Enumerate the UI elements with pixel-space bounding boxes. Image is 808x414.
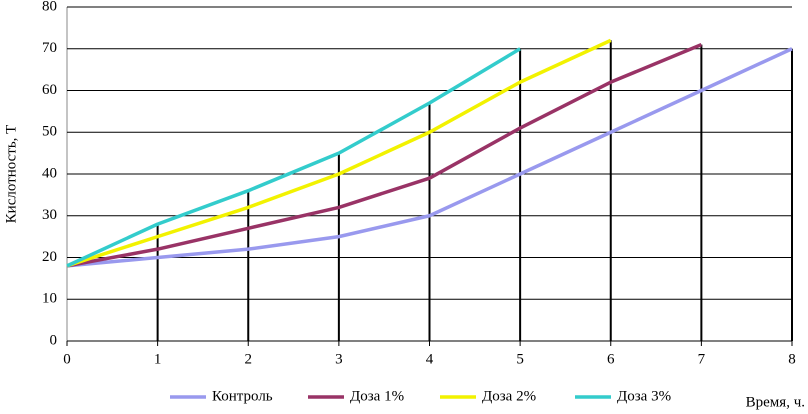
x-tick-label: 1 [154,351,162,367]
y-tick-label: 60 [42,82,57,98]
y-axis-label: Кислотность, Т [3,125,19,224]
x-tick-label: 0 [63,351,71,367]
x-tick-label: 2 [245,351,253,367]
x-tick-label: 7 [698,351,706,367]
y-tick-label: 50 [42,124,57,140]
series-line [66,38,612,268]
x-tick-label: 4 [426,351,434,367]
x-axis-label: Время, ч. [746,394,805,410]
legend-label: Доза 2% [482,388,536,404]
x-tick-label: 8 [788,351,796,367]
y-tick-label: 80 [42,0,57,14]
y-tick-label: 0 [50,332,58,348]
series-line [66,42,703,268]
series-line [66,47,793,268]
y-tick-label: 70 [42,40,57,56]
x-tick-label: 5 [516,351,524,367]
series-line [66,47,522,268]
x-tick-label: 3 [335,351,343,367]
y-tick-label: 40 [42,165,57,181]
legend-label: Контроль [212,388,273,404]
y-tick-label: 10 [42,291,57,307]
y-tick-label: 20 [42,249,57,265]
x-tick-label: 6 [607,351,615,367]
legend-label: Доза 3% [617,388,671,404]
y-tick-label: 30 [42,207,57,223]
legend-label: Доза 1% [350,388,404,404]
